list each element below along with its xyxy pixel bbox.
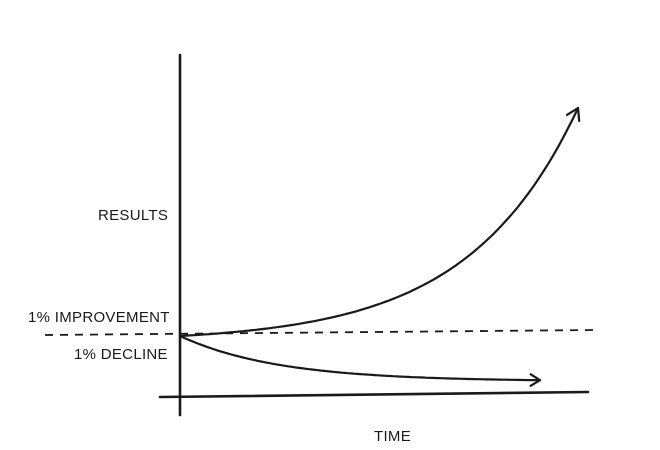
series-decline-arrowhead <box>529 373 542 387</box>
baseline-dashed-line <box>44 329 596 336</box>
series-improvement-arrowhead <box>565 106 581 122</box>
series-improvement-line <box>178 106 580 338</box>
series-improvement-label: 1% IMPROVEMENT <box>28 309 170 326</box>
y-axis-label: RESULTS <box>98 207 168 224</box>
series-decline-line <box>178 334 542 382</box>
series-decline-label: 1% DECLINE <box>74 346 168 363</box>
x-axis-label: TIME <box>374 428 411 445</box>
x-axis <box>158 390 590 399</box>
